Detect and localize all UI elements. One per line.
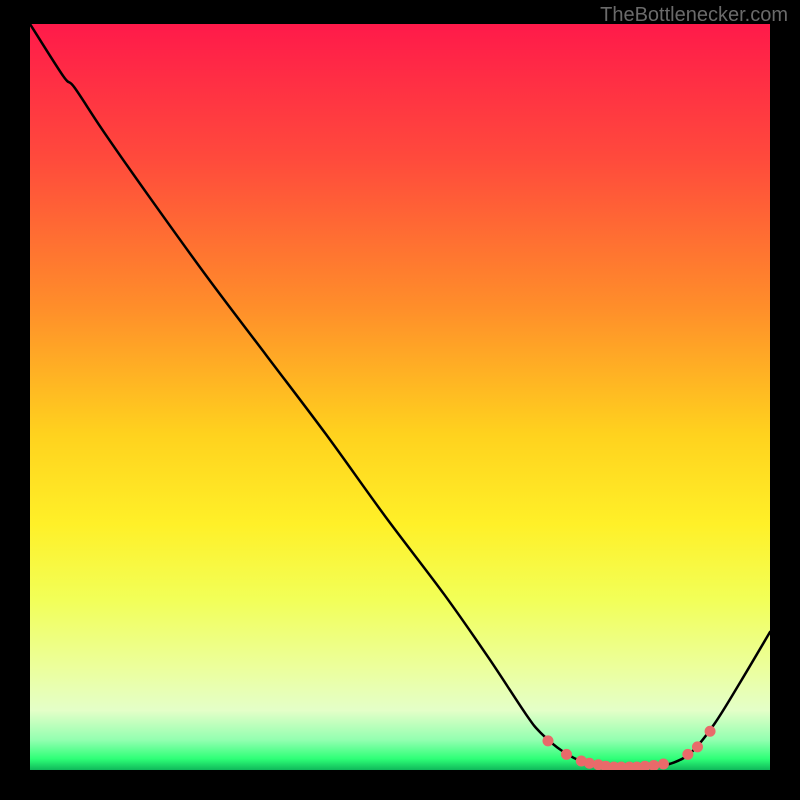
watermark-label: TheBottlenecker.com: [600, 4, 788, 27]
marker-point: [705, 726, 715, 736]
plot-background: [30, 24, 770, 770]
marker-point: [543, 736, 553, 746]
marker-point: [584, 758, 594, 768]
chart-canvas: TheBottlenecker.com: [0, 0, 800, 800]
marker-point: [658, 759, 668, 769]
marker-point: [649, 761, 659, 770]
marker-point: [562, 749, 572, 759]
marker-point: [692, 742, 702, 752]
bottleneck-plot: [30, 24, 770, 770]
marker-point: [683, 749, 693, 759]
plot-svg: [30, 24, 770, 770]
